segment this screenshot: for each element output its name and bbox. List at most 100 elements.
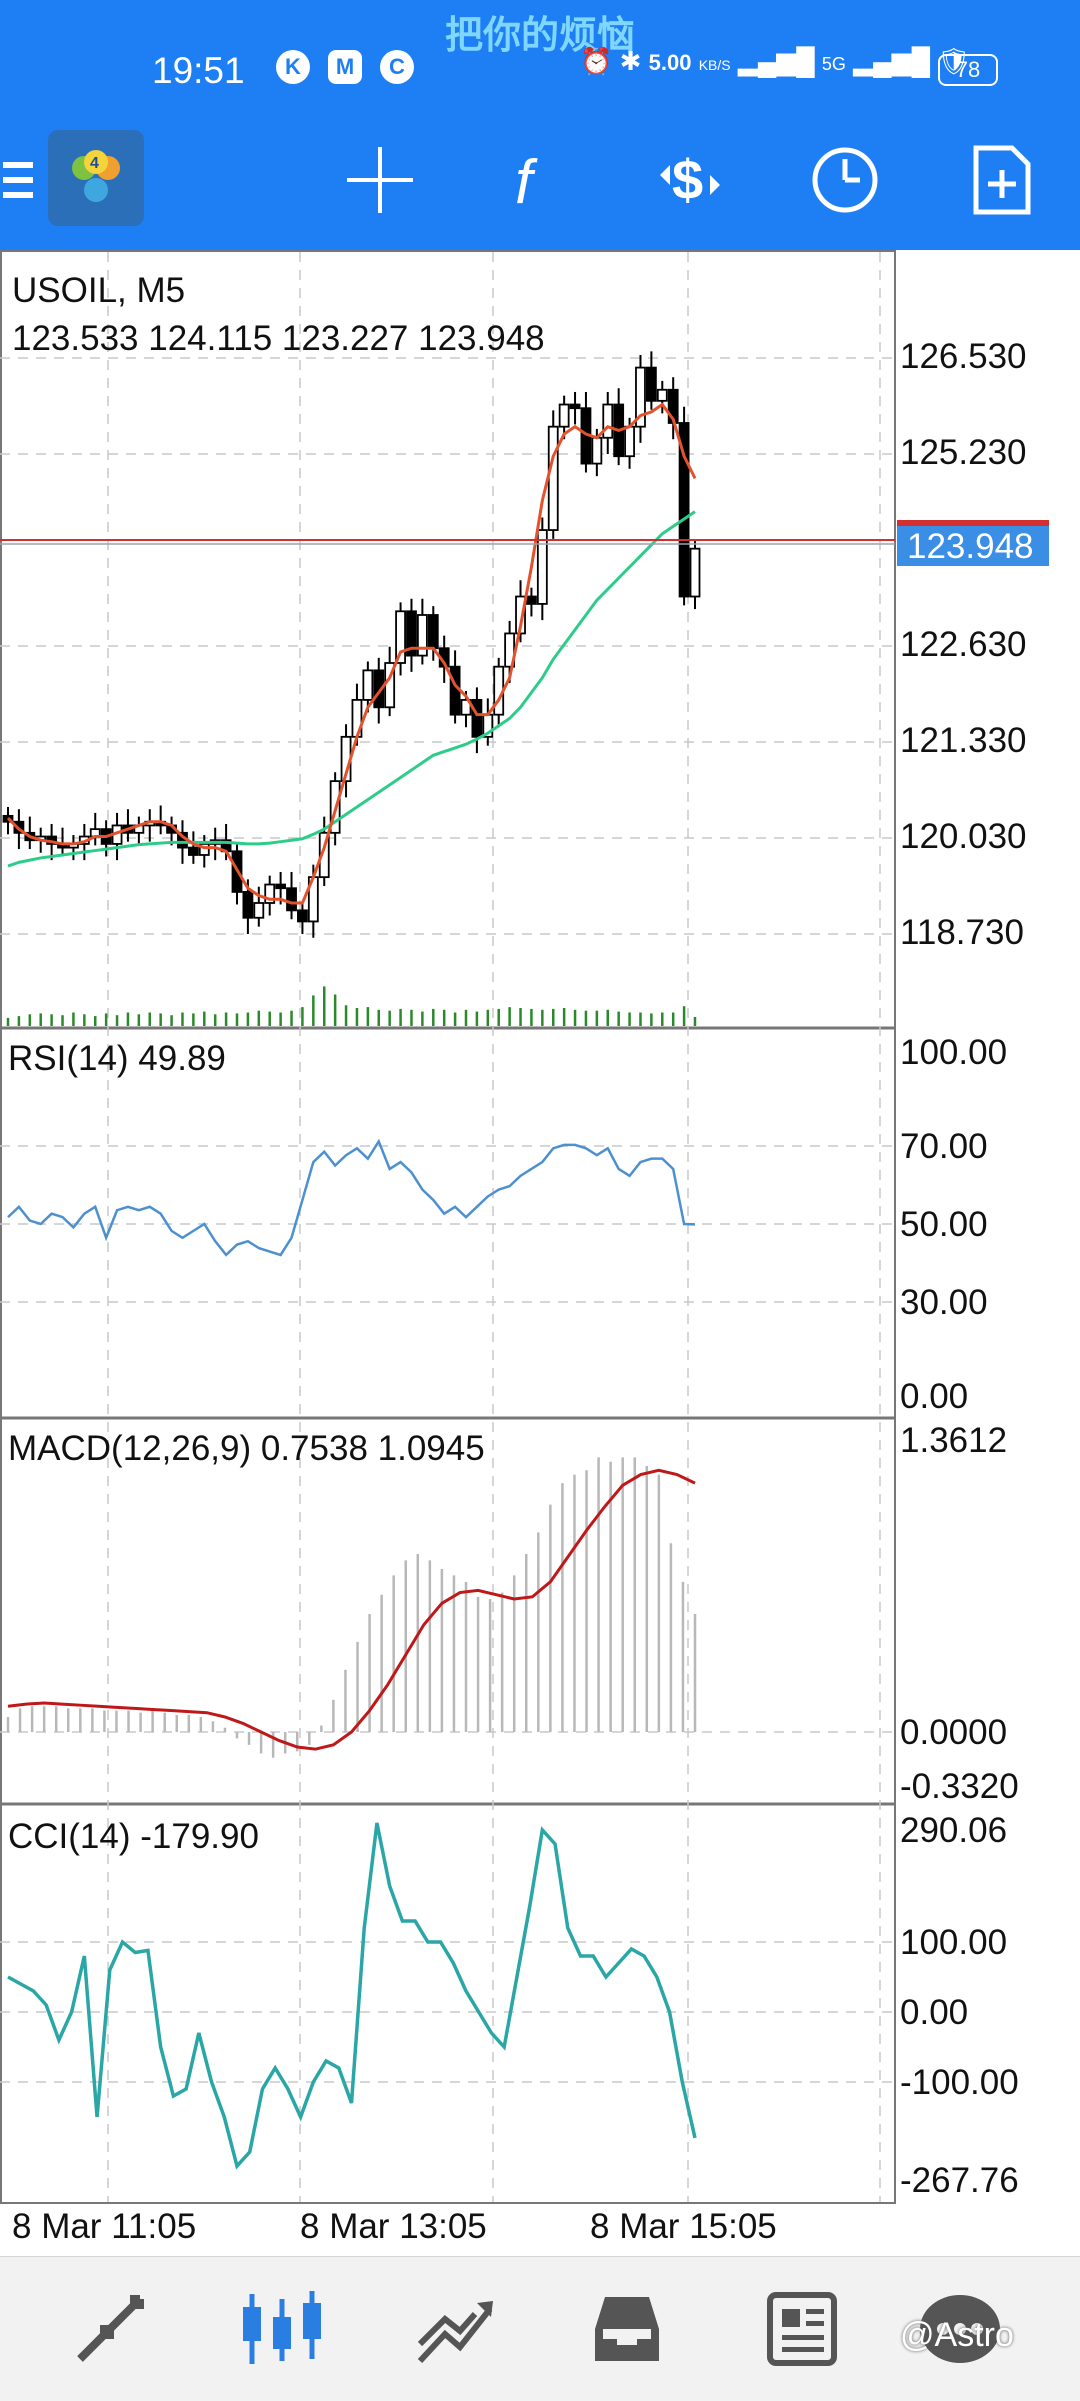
bullish-candle [624, 425, 635, 458]
app-k-icon: K [276, 50, 310, 84]
app-m-icon: M [328, 50, 362, 84]
bullish-candle [362, 669, 374, 701]
bearish-candle [427, 614, 439, 650]
macd-tick: -0.3320 [900, 1767, 1019, 1806]
price-tick: 125.230 [900, 433, 1027, 472]
bearish-candle [242, 891, 254, 919]
cci-tick: 290.06 [900, 1811, 1007, 1850]
svg-text:4: 4 [90, 155, 99, 172]
network-type: 5G [821, 54, 846, 74]
time-tick: 8 Mar 13:05 [300, 2207, 487, 2240]
new-document-icon[interactable] [952, 130, 1052, 230]
crosshair-icon[interactable] [330, 130, 430, 230]
bullish-candle [264, 883, 276, 904]
macd-tick: 1.3612 [900, 1421, 1007, 1460]
trade-icon[interactable] [385, 2257, 525, 2401]
signal-bars-icon-2: ▂▄▆█ [853, 46, 931, 76]
bullish-candle [460, 699, 472, 716]
bullish-candle [591, 436, 603, 465]
status-title: 把你的烦恼 [444, 15, 635, 57]
macd-title: MACD(12,26,9) 0.7538 1.0945 [8, 1429, 485, 1468]
chart-area[interactable]: USOIL, M5 123.533 124.115 123.227 123.94… [0, 250, 1080, 2246]
bearish-candle [645, 366, 657, 402]
bearish-candle [187, 846, 199, 856]
history-icon[interactable] [557, 2257, 697, 2401]
current-price-tag-edge [897, 520, 1049, 526]
slow-moving-average-line [7, 510, 696, 868]
battery-indicator: 78 [938, 54, 998, 86]
macd-signal-line [7, 1468, 696, 1751]
bearish-candle [286, 887, 297, 912]
price-tick: 118.730 [900, 913, 1024, 952]
bullish-candle [395, 610, 406, 664]
bullish-candle [515, 595, 526, 635]
current-price-tag [897, 520, 1049, 566]
chart-icon[interactable] [212, 2257, 352, 2401]
time-tick: 8 Mar 15:05 [590, 2207, 777, 2240]
svg-text:f: f [515, 148, 538, 215]
bullish-candle [547, 425, 559, 531]
cci-tick: -267.76 [900, 2161, 1019, 2200]
rsi-line [7, 1138, 696, 1257]
bullish-candle [635, 366, 646, 428]
bearish-candle [297, 909, 308, 923]
bearish-candle [275, 883, 287, 890]
messages-icon[interactable] [890, 2257, 1030, 2401]
signal-bars-icon: ▂▄▆█ [737, 46, 815, 76]
price-axis: 126.530 125.230 122.630 121.330 120.030 … [900, 337, 1027, 952]
bearish-candle [678, 422, 690, 598]
bearish-candle [471, 699, 483, 738]
rsi-tick: 70.00 [900, 1127, 988, 1166]
macd-histogram [6, 1457, 697, 1758]
menu-icon[interactable] [0, 130, 36, 230]
bullish-candle [536, 529, 548, 605]
cci-tick: 0.00 [900, 1993, 968, 2032]
alarm-icon: ⏰ [580, 46, 613, 76]
cci-tick: -100.00 [900, 2063, 1019, 2102]
cci-title: CCI(14) -179.90 [8, 1817, 259, 1856]
bottom-navigation [0, 2256, 1080, 2401]
bullish-candle [689, 547, 701, 598]
metatrader-logo-icon[interactable]: 4 [48, 130, 144, 226]
time-tick: 8 Mar 11:05 [12, 2207, 196, 2240]
bearish-candle [449, 665, 461, 716]
symbol-label: USOIL, M5 [12, 271, 185, 310]
rsi-tick: 30.00 [900, 1283, 988, 1322]
bullish-candle [558, 403, 570, 428]
net-unit: KB/S [698, 57, 731, 73]
macd-tick: 0.0000 [900, 1713, 1007, 1752]
trade-dollar-icon[interactable]: $ [640, 130, 740, 230]
quotes-icon[interactable] [40, 2257, 180, 2401]
price-tick: 121.330 [900, 721, 1027, 760]
rsi-tick: 100.00 [900, 1033, 1007, 1072]
ohlc-label: 123.533 124.115 123.227 123.948 [12, 319, 545, 358]
price-tick: 120.030 [900, 817, 1027, 856]
bullish-candle [602, 403, 614, 439]
status-time: 19:51 [152, 50, 245, 91]
bullish-candle [253, 902, 265, 919]
clock-icon[interactable] [795, 130, 895, 230]
bearish-candle [406, 610, 417, 657]
cci-tick: 100.00 [900, 1923, 1007, 1962]
news-icon[interactable] [730, 2257, 870, 2401]
top-bar: 把你的烦恼 19:51 K M C ⏰ ✱ 5.00 KB/S ▂▄▆█ 5G … [0, 0, 1080, 250]
price-tick: 122.630 [900, 625, 1027, 664]
rsi-tick: 50.00 [900, 1205, 988, 1244]
bearish-candle [526, 595, 537, 605]
fast-moving-average-line [6, 402, 697, 905]
bullish-candle [656, 388, 668, 402]
svg-text:$: $ [672, 148, 703, 211]
rsi-title: RSI(14) 49.89 [8, 1039, 226, 1078]
cci-line [7, 1822, 697, 2170]
bluetooth-icon: ✱ [619, 46, 642, 76]
volume-histogram [6, 986, 697, 1026]
app-c-icon: C [380, 50, 414, 84]
indicators-f-icon[interactable]: f [485, 130, 585, 230]
rsi-tick: 0.00 [900, 1377, 968, 1416]
bearish-candle [569, 403, 581, 410]
bullish-candle [318, 831, 330, 879]
price-tick: 126.530 [900, 337, 1027, 376]
status-indicators: ⏰ ✱ 5.00 KB/S ▂▄▆█ 5G ▂▄▆█ 🛡 [580, 46, 970, 77]
bullish-candle [416, 614, 428, 657]
current-price-label: 123.948 [907, 527, 1034, 566]
